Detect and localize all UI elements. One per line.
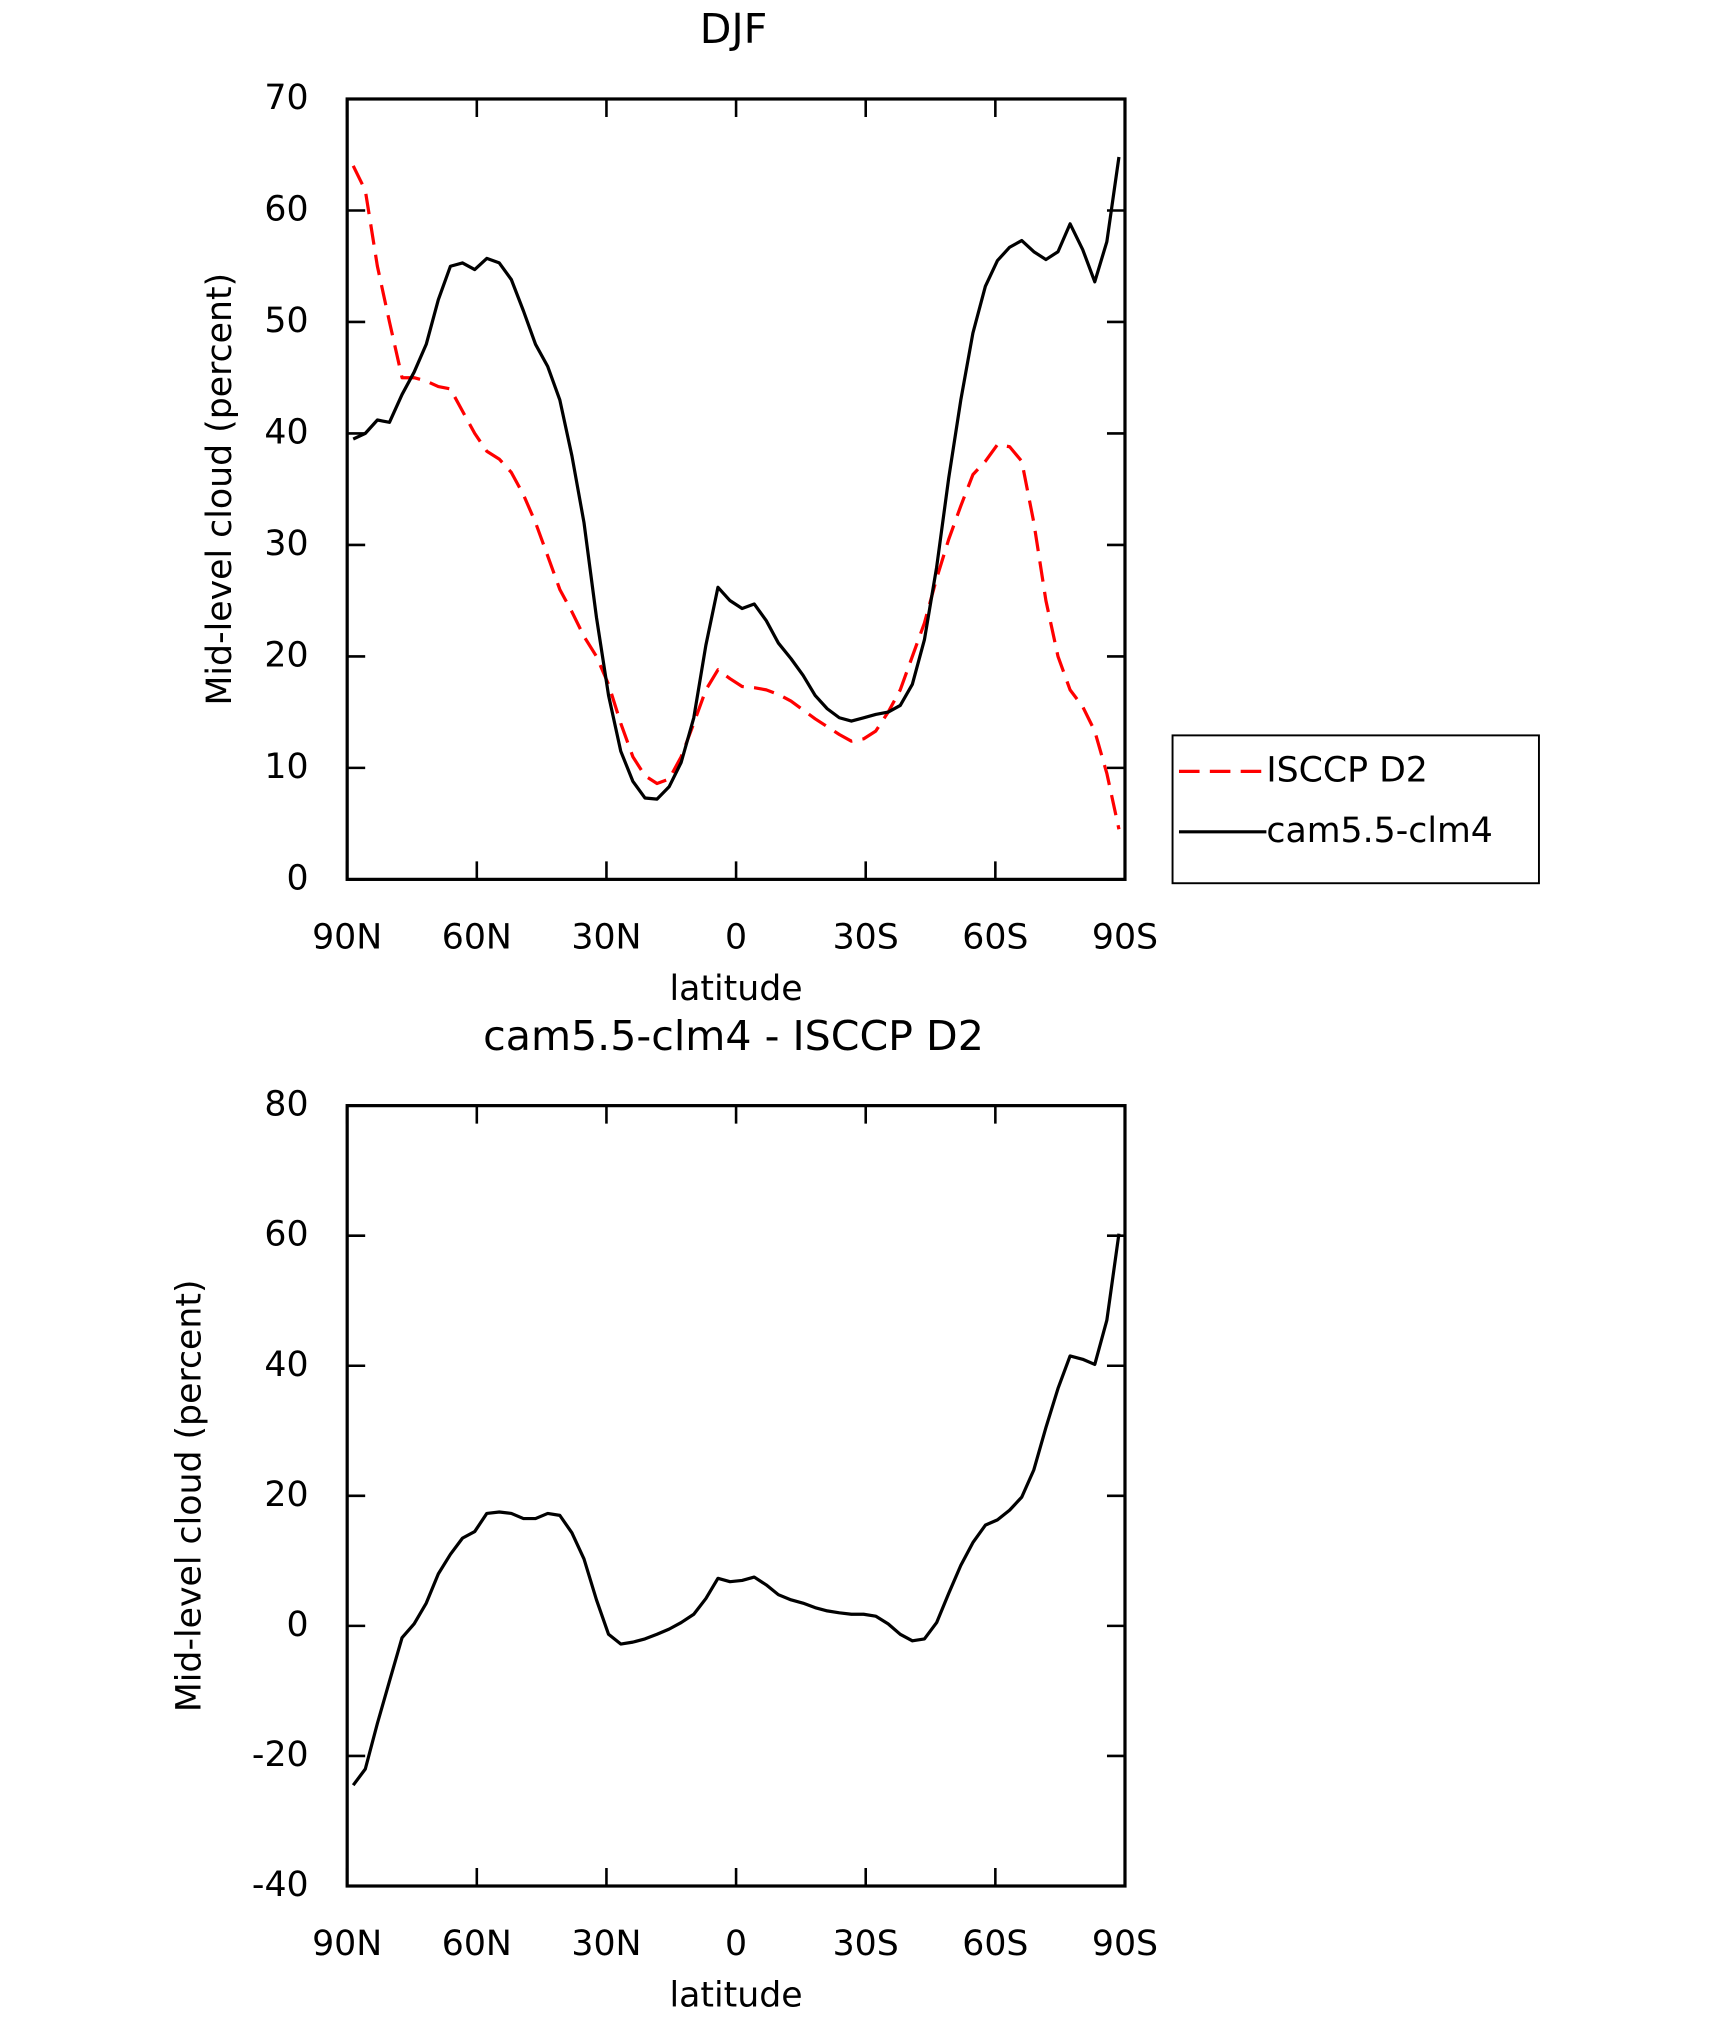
- x-tick-label: 60S: [962, 1924, 1028, 1964]
- x-tick-label: 0: [725, 1924, 747, 1964]
- y-tick-label: 40: [264, 1345, 308, 1385]
- y-tick-label: 70: [264, 78, 308, 118]
- y-tick-label: 0: [287, 858, 309, 898]
- y-tick-label: 10: [264, 747, 308, 787]
- x-tick-label: 60N: [442, 1924, 512, 1964]
- y-tick-label: 80: [264, 1085, 308, 1125]
- x-tick-label: 90N: [312, 1924, 382, 1964]
- x-tick-label: 30N: [571, 1924, 641, 1964]
- data-line: [352, 156, 1121, 801]
- x-tick-label: 30N: [571, 918, 641, 958]
- x-tick-label: 60N: [442, 918, 512, 958]
- y-tick-label: 0: [287, 1605, 309, 1645]
- legend-label: ISCCP D2: [1266, 750, 1428, 790]
- x-tick-label: 30S: [833, 918, 899, 958]
- legend-label: cam5.5-clm4: [1266, 811, 1492, 851]
- x-tick-label: 90S: [1092, 918, 1158, 958]
- y-tick-label: 20: [264, 635, 308, 675]
- y-tick-label: 30: [264, 524, 308, 564]
- y-tick-label: 40: [264, 412, 308, 452]
- legend-box: [1171, 734, 1540, 885]
- y-tick-label: -40: [252, 1865, 309, 1905]
- x-tick-label: 90S: [1092, 1924, 1158, 1964]
- chart-title: DJF: [700, 5, 767, 53]
- x-tick-label: 90N: [312, 918, 382, 958]
- y-axis-label: Mid-level cloud (percent): [200, 273, 240, 706]
- y-tick-label: 60: [264, 189, 308, 229]
- plot-frame: [345, 1104, 1127, 1888]
- y-tick-label: 60: [264, 1215, 308, 1255]
- y-axis-label: Mid-level cloud (percent): [169, 1279, 209, 1712]
- y-tick-label: -20: [252, 1735, 309, 1775]
- x-tick-label: 30S: [833, 1924, 899, 1964]
- data-line: [351, 1233, 1121, 1787]
- data-line: [351, 165, 1121, 830]
- x-axis-label: latitude: [670, 969, 803, 1009]
- x-tick-label: 60S: [962, 918, 1028, 958]
- y-tick-label: 50: [264, 301, 308, 341]
- y-tick-label: 20: [264, 1475, 308, 1515]
- plot-frame: [345, 97, 1127, 881]
- chart-title: cam5.5-clm4 - ISCCP D2: [483, 1012, 984, 1060]
- x-axis-label: latitude: [670, 1976, 803, 2016]
- x-tick-label: 0: [725, 918, 747, 958]
